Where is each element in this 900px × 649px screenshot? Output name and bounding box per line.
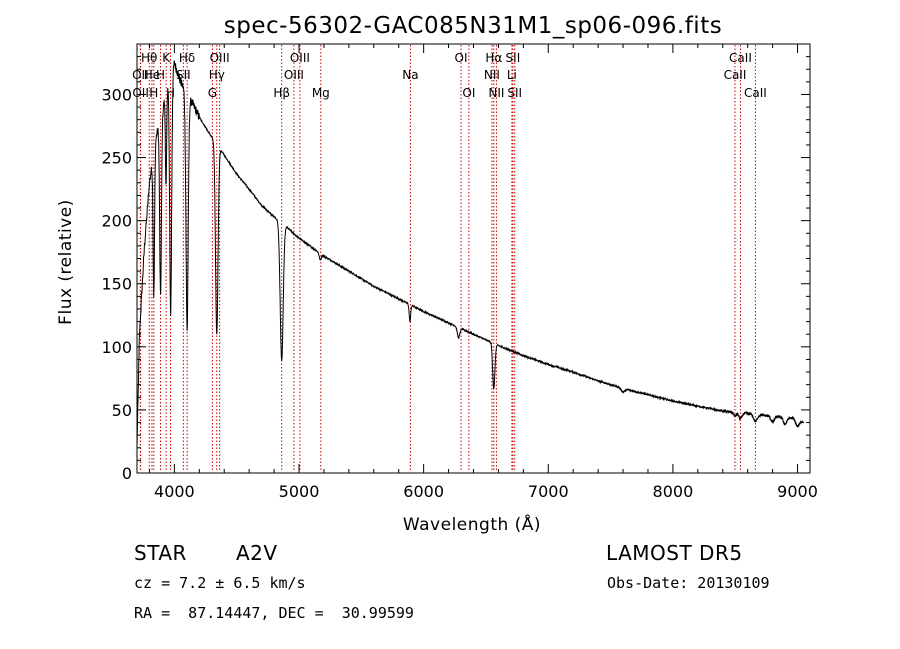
line-marker-label: Mg (312, 86, 330, 100)
y-tick-label: 150 (101, 275, 132, 294)
line-marker-label: CaII (744, 86, 767, 100)
line-marker-label: Hδ (179, 51, 195, 65)
line-marker-label: He (144, 68, 160, 82)
object-subclass: A2V (236, 541, 278, 565)
x-axis-label: Wavelength (Å) (403, 513, 541, 535)
line-marker-label: OI (462, 86, 475, 100)
line-marker-label: H (149, 86, 158, 100)
line-marker-label: OIII (210, 51, 230, 65)
y-tick-label: 0 (122, 464, 132, 483)
coordinates: RA = 87.14447, DEC = 30.99599 (134, 604, 414, 622)
x-tick-label: 5000 (279, 482, 320, 501)
y-tick-label: 250 (101, 149, 132, 168)
y-tick-label: 50 (112, 401, 132, 420)
line-marker-label: K (162, 51, 171, 65)
line-marker-label: Li (507, 68, 517, 82)
line-marker-label: G (208, 86, 217, 100)
line-marker-label: CaII (729, 51, 752, 65)
line-marker-label: H (156, 68, 165, 82)
line-marker-label: OII (132, 86, 149, 100)
line-marker-label: SII (507, 86, 522, 100)
object-class: STAR (134, 541, 187, 565)
line-marker-label: Hγ (209, 68, 225, 82)
line-marker-label: CaII (724, 68, 747, 82)
x-axis-ticks: 4000 5000 6000 7000 8000 9000 (148, 44, 818, 501)
line-marker-label: NII (484, 68, 500, 82)
survey-name: LAMOST DR5 (606, 541, 743, 565)
y-axis-ticks: 0 50 100 150 200 250 300 (101, 56, 810, 483)
line-marker-label: Na (402, 68, 418, 82)
line-marker-label: Hβ (273, 86, 290, 100)
chart-title: spec-56302-GAC085N31M1_sp06-096.fits (224, 13, 722, 39)
line-marker-label: Hθ (141, 51, 157, 65)
line-marker-label: OIII (290, 51, 310, 65)
y-tick-label: 300 (101, 85, 132, 104)
y-tick-label: 200 (101, 212, 132, 231)
observation-date: Obs-Date: 20130109 (607, 574, 770, 592)
x-tick-label: 9000 (777, 482, 818, 501)
line-marker-label: Hα (485, 51, 502, 65)
spectral-line-markers (139, 45, 756, 472)
y-tick-label: 100 (101, 338, 132, 357)
x-tick-label: 8000 (653, 482, 694, 501)
spectrum-line (136, 60, 805, 447)
x-tick-label: 7000 (528, 482, 569, 501)
redshift-cz: cz = 7.2 ± 6.5 km/s (134, 574, 306, 592)
line-marker-label: NII (488, 86, 504, 100)
line-marker-label: OI (455, 51, 468, 65)
y-axis-label: Flux (relative) (56, 199, 76, 325)
line-marker-label: H (166, 86, 175, 100)
line-marker-label: OIII (284, 68, 304, 82)
line-marker-label: OII (132, 68, 149, 82)
x-tick-label: 6000 (403, 482, 444, 501)
line-marker-label: SII (506, 51, 521, 65)
x-tick-label: 4000 (154, 482, 195, 501)
